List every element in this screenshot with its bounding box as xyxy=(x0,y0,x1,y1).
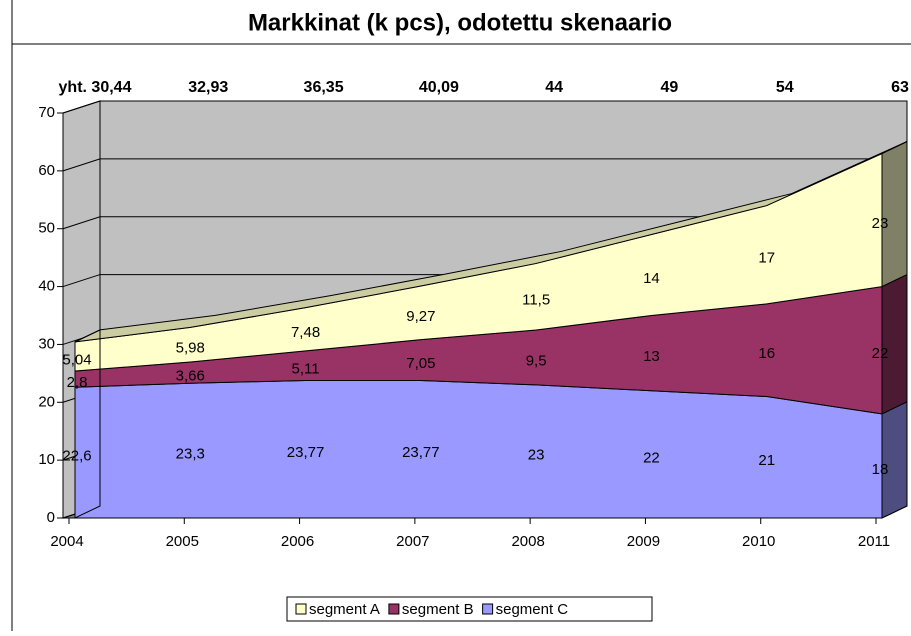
total-label: 36,35 xyxy=(304,79,344,96)
data-label: 18 xyxy=(872,461,889,478)
data-label: 13 xyxy=(643,348,660,365)
total-label: 44 xyxy=(545,79,563,96)
y-tick-label: 60 xyxy=(38,162,55,179)
data-label: 9,5 xyxy=(526,352,547,369)
data-label: 22,6 xyxy=(62,448,91,465)
grid-line xyxy=(62,100,101,114)
legend-box xyxy=(286,596,653,622)
data-label: 21 xyxy=(758,452,775,469)
legend-swatch xyxy=(482,603,494,615)
x-tick-label: 2006 xyxy=(281,533,314,550)
data-label: 23 xyxy=(528,446,545,463)
legend-label: segment A xyxy=(309,601,380,618)
data-label: 23,3 xyxy=(176,446,205,463)
x-tick-label: 2008 xyxy=(511,533,544,550)
data-label: 7,05 xyxy=(406,355,435,372)
data-label: 9,27 xyxy=(406,308,435,325)
area-top xyxy=(74,141,908,343)
legend-label: segment B xyxy=(402,601,474,618)
y-tick-label: 20 xyxy=(38,393,55,410)
data-label: 23,77 xyxy=(402,444,440,461)
data-label: 11,5 xyxy=(522,292,550,309)
total-label: 63 xyxy=(891,79,909,96)
y-tick-label: 0 xyxy=(47,509,55,526)
data-label: 5,04 xyxy=(62,351,91,368)
y-tick-label: 10 xyxy=(38,451,55,468)
legend-swatch xyxy=(295,603,307,615)
legend: segment A segment B segment C xyxy=(286,596,653,622)
y-tick-label: 70 xyxy=(38,104,55,121)
data-label: 23 xyxy=(872,215,889,232)
total-label: 49 xyxy=(661,79,679,96)
area-left xyxy=(74,329,101,519)
grid-line xyxy=(62,274,101,288)
total-label: 54 xyxy=(776,79,794,96)
x-tick-label: 2005 xyxy=(166,533,199,550)
data-label: 5,11 xyxy=(292,361,320,378)
legend-label: segment C xyxy=(496,601,569,618)
data-label: 7,48 xyxy=(291,324,320,341)
data-label: 22 xyxy=(872,345,889,362)
legend-swatch xyxy=(388,603,400,615)
y-tick-label: 40 xyxy=(38,278,55,295)
data-label: 5,98 xyxy=(176,340,205,357)
grid-line xyxy=(62,158,101,172)
data-label: 17 xyxy=(758,250,775,267)
y-tick-label: 50 xyxy=(38,220,55,237)
x-tick-label: 2004 xyxy=(50,533,83,550)
x-tick-label: 2010 xyxy=(742,533,775,550)
total-label: 40,09 xyxy=(419,79,459,96)
data-label: 14 xyxy=(643,270,660,287)
data-label: 2,8 xyxy=(67,374,88,391)
data-label: 23,77 xyxy=(287,444,325,461)
total-label: yht. 30,44 xyxy=(59,79,132,96)
data-label: 22 xyxy=(643,449,660,466)
y-tick-label: 30 xyxy=(38,335,55,352)
total-label: 32,93 xyxy=(188,79,228,96)
grid-line xyxy=(62,216,101,230)
data-label: 3,66 xyxy=(176,368,205,385)
chart-title: Markkinat (k pcs), odotettu skenaario xyxy=(248,9,672,36)
x-tick-label: 2009 xyxy=(627,533,660,550)
x-tick-label: 2011 xyxy=(858,533,890,550)
data-label: 16 xyxy=(758,345,775,362)
x-tick-label: 2007 xyxy=(396,533,429,550)
